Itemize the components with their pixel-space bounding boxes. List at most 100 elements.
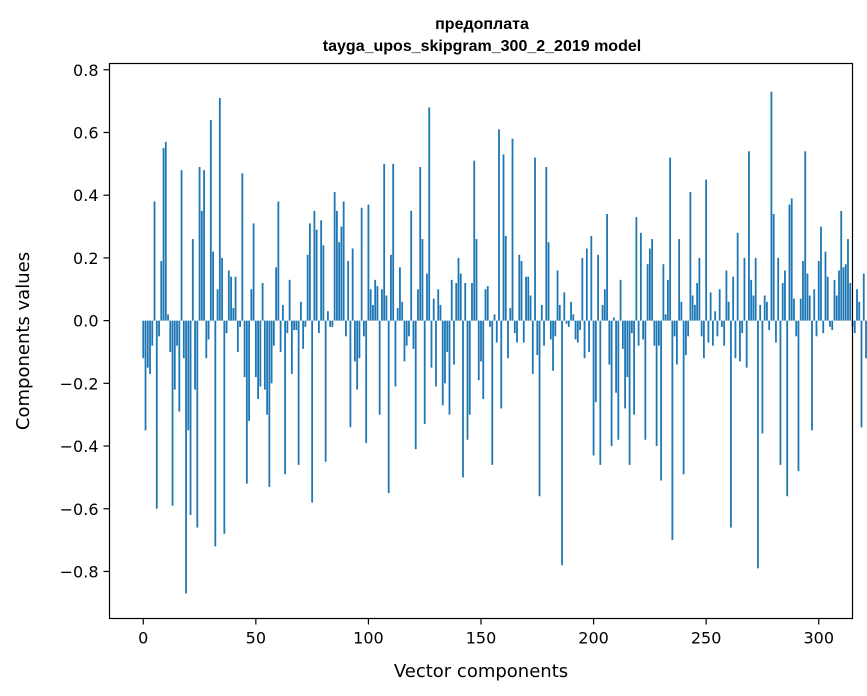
bar [354,320,356,362]
y-tick-label: 0.8 [73,61,98,80]
bar [164,141,167,321]
bar [399,267,401,321]
bar [644,320,647,440]
y-axis: −0.8 −0.6 −0.4 −0.2 0.0 0.2 0.4 0.6 0.8 [60,61,110,581]
bar [835,295,838,321]
bar [784,270,786,321]
bar [734,320,737,359]
bar [813,289,816,321]
bar [799,298,802,321]
bar [833,279,836,321]
bar [257,320,259,400]
bar [750,279,753,321]
bar [540,304,543,321]
bar [601,304,604,321]
bar [178,320,181,412]
bar [739,320,741,362]
bar [829,320,831,327]
bar [230,276,232,321]
bar [299,301,302,321]
bar [432,298,435,321]
bar [696,282,699,321]
bar [721,320,723,327]
bar [563,292,566,321]
bar [793,298,795,321]
bar [345,320,347,337]
bar [680,301,683,321]
bar [790,198,793,321]
bar [180,170,183,321]
bar [403,320,406,362]
bar [657,320,660,346]
bar [336,210,338,321]
bar [252,223,255,321]
bar [842,267,845,321]
bar [162,148,165,321]
bar [682,320,685,475]
bar [243,320,246,378]
bar [693,304,696,321]
bar [385,295,388,321]
bar [342,201,345,321]
bar [176,320,178,346]
bar [626,320,629,378]
bar [241,173,244,321]
bar [142,320,145,359]
bar [486,286,489,321]
bar [635,217,638,321]
bar [520,261,523,321]
bar [171,320,174,506]
x-axis-label: Vector components [394,661,568,682]
bar [565,320,568,324]
bar [534,157,536,321]
bar [200,210,203,321]
bar [236,320,239,352]
bar [365,320,368,443]
bar [581,257,584,321]
bar [250,289,253,321]
bar [642,320,645,340]
bar [358,320,361,359]
bar [612,317,615,321]
bar [838,270,840,321]
bar [367,204,370,321]
bar [543,320,545,346]
bar [775,320,777,343]
bar [502,154,505,321]
bar [664,314,667,321]
bar [671,320,674,541]
bar [594,320,597,403]
bar [187,320,190,431]
bar [212,251,214,321]
bar [268,320,271,487]
bar [281,304,284,321]
bar [826,276,829,321]
bar [617,320,620,440]
bar [446,320,449,352]
bar [317,320,320,334]
x-tick-label: 300 [803,629,834,648]
bar [817,261,820,321]
bar [504,235,507,321]
bar [754,257,757,321]
bar [770,91,773,321]
x-tick-label: 250 [691,629,722,648]
bar [475,239,478,321]
bar [428,107,431,321]
bar [277,201,280,321]
bar [808,295,811,321]
bar [484,289,487,321]
bar [196,320,199,528]
bar [153,201,156,321]
bar [437,289,440,321]
bar [218,97,221,321]
bar [144,320,147,431]
bar [254,320,257,378]
bar [572,314,575,321]
bar [536,320,539,356]
bar [455,282,458,321]
bar [482,320,485,400]
bar [457,257,460,321]
bar [417,289,419,321]
bar [450,279,453,321]
